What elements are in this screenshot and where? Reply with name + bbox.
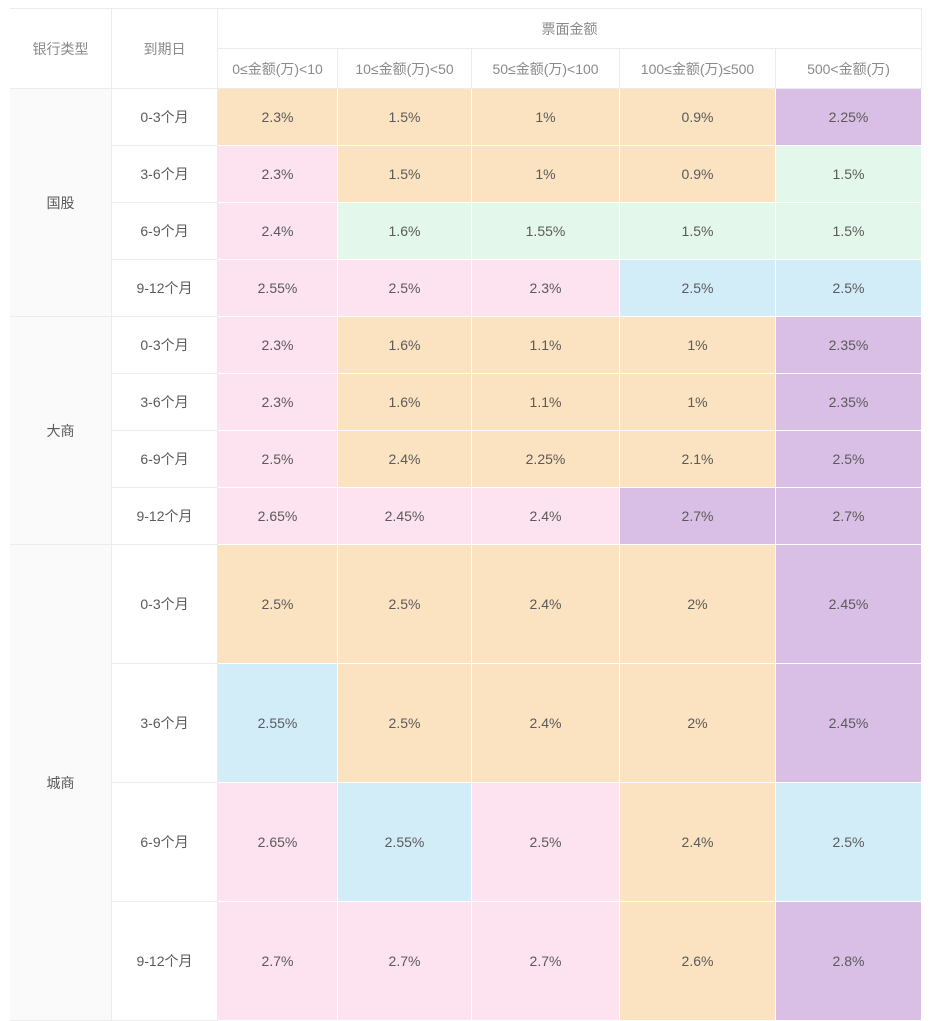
rate-cell: 2.25% bbox=[776, 89, 922, 146]
rate-cell: 1.5% bbox=[338, 146, 472, 203]
rate-cell: 2.4% bbox=[218, 203, 338, 260]
rate-cell: 2.45% bbox=[776, 545, 922, 664]
rate-cell: 2.4% bbox=[472, 488, 620, 545]
header-amount-range: 10≤金额(万)<50 bbox=[338, 49, 472, 89]
header-amount-range: 0≤金额(万)<10 bbox=[218, 49, 338, 89]
rate-cell: 1.55% bbox=[472, 203, 620, 260]
rate-cell: 1.6% bbox=[338, 203, 472, 260]
rate-cell: 2.7% bbox=[620, 488, 776, 545]
rate-cell: 2.5% bbox=[620, 260, 776, 317]
rate-cell: 2% bbox=[620, 664, 776, 783]
maturity-cell: 3-6个月 bbox=[112, 374, 218, 431]
rate-cell: 2.4% bbox=[338, 431, 472, 488]
bank-type-cell: 大商 bbox=[10, 317, 112, 545]
rate-cell: 1% bbox=[472, 89, 620, 146]
maturity-cell: 0-3个月 bbox=[112, 545, 218, 664]
rate-cell: 1.1% bbox=[472, 374, 620, 431]
rate-cell: 1.5% bbox=[776, 146, 922, 203]
rate-cell: 1.5% bbox=[776, 203, 922, 260]
rate-cell: 2.65% bbox=[218, 488, 338, 545]
rate-cell: 2.3% bbox=[218, 89, 338, 146]
rate-cell: 2.7% bbox=[338, 902, 472, 1021]
rate-cell: 2.4% bbox=[472, 664, 620, 783]
maturity-cell: 6-9个月 bbox=[112, 203, 218, 260]
maturity-cell: 6-9个月 bbox=[112, 431, 218, 488]
rate-cell: 2.7% bbox=[776, 488, 922, 545]
rate-cell: 1.1% bbox=[472, 317, 620, 374]
maturity-cell: 9-12个月 bbox=[112, 488, 218, 545]
rate-cell: 2.6% bbox=[620, 902, 776, 1021]
rate-cell: 1% bbox=[620, 374, 776, 431]
rate-cell: 2.35% bbox=[776, 317, 922, 374]
maturity-cell: 9-12个月 bbox=[112, 902, 218, 1021]
header-amount-range: 100≤金额(万)≤500 bbox=[620, 49, 776, 89]
header-amount-range: 50≤金额(万)<100 bbox=[472, 49, 620, 89]
maturity-cell: 0-3个月 bbox=[112, 89, 218, 146]
rate-cell: 2.3% bbox=[218, 317, 338, 374]
rate-cell: 2.5% bbox=[776, 431, 922, 488]
header-bank-type: 银行类型 bbox=[10, 9, 112, 89]
rate-cell: 2.55% bbox=[218, 664, 338, 783]
rate-cell: 1.5% bbox=[620, 203, 776, 260]
rate-cell: 2.7% bbox=[472, 902, 620, 1021]
rate-cell: 2.45% bbox=[338, 488, 472, 545]
header-maturity: 到期日 bbox=[112, 9, 218, 89]
rate-cell: 2.5% bbox=[338, 260, 472, 317]
rate-cell: 2.45% bbox=[776, 664, 922, 783]
rate-cell: 2.65% bbox=[218, 783, 338, 902]
rate-cell: 2.1% bbox=[620, 431, 776, 488]
rate-cell: 2.4% bbox=[472, 545, 620, 664]
rate-cell: 1.6% bbox=[338, 374, 472, 431]
rate-cell: 1% bbox=[472, 146, 620, 203]
header-face-amount: 票面金额 bbox=[218, 9, 922, 49]
header-amount-range: 500<金额(万) bbox=[776, 49, 922, 89]
rate-cell: 2.55% bbox=[338, 783, 472, 902]
rate-cell: 2.3% bbox=[472, 260, 620, 317]
rate-cell: 2.5% bbox=[218, 545, 338, 664]
rate-cell: 2.5% bbox=[338, 545, 472, 664]
rate-cell: 2.4% bbox=[620, 783, 776, 902]
maturity-cell: 9-12个月 bbox=[112, 260, 218, 317]
rate-cell: 2% bbox=[620, 545, 776, 664]
rate-cell: 2.25% bbox=[472, 431, 620, 488]
rate-cell: 1.5% bbox=[338, 89, 472, 146]
rate-cell: 2.3% bbox=[218, 146, 338, 203]
rate-cell: 2.35% bbox=[776, 374, 922, 431]
rate-cell: 2.5% bbox=[776, 260, 922, 317]
rate-cell: 2.5% bbox=[776, 783, 922, 902]
rate-cell: 1% bbox=[620, 317, 776, 374]
rate-cell: 0.9% bbox=[620, 146, 776, 203]
rate-cell: 1.6% bbox=[338, 317, 472, 374]
rate-cell: 2.8% bbox=[776, 902, 922, 1021]
rate-cell: 2.5% bbox=[218, 431, 338, 488]
rate-cell: 2.7% bbox=[218, 902, 338, 1021]
bank-type-cell: 城商 bbox=[10, 545, 112, 1021]
bank-type-cell: 国股 bbox=[10, 89, 112, 317]
rate-cell: 2.5% bbox=[338, 664, 472, 783]
maturity-cell: 6-9个月 bbox=[112, 783, 218, 902]
rate-cell: 2.5% bbox=[472, 783, 620, 902]
rate-cell: 2.55% bbox=[218, 260, 338, 317]
maturity-cell: 3-6个月 bbox=[112, 146, 218, 203]
maturity-cell: 0-3个月 bbox=[112, 317, 218, 374]
rate-cell: 0.9% bbox=[620, 89, 776, 146]
rate-cell: 2.3% bbox=[218, 374, 338, 431]
maturity-cell: 3-6个月 bbox=[112, 664, 218, 783]
table-top-border bbox=[10, 8, 922, 9]
